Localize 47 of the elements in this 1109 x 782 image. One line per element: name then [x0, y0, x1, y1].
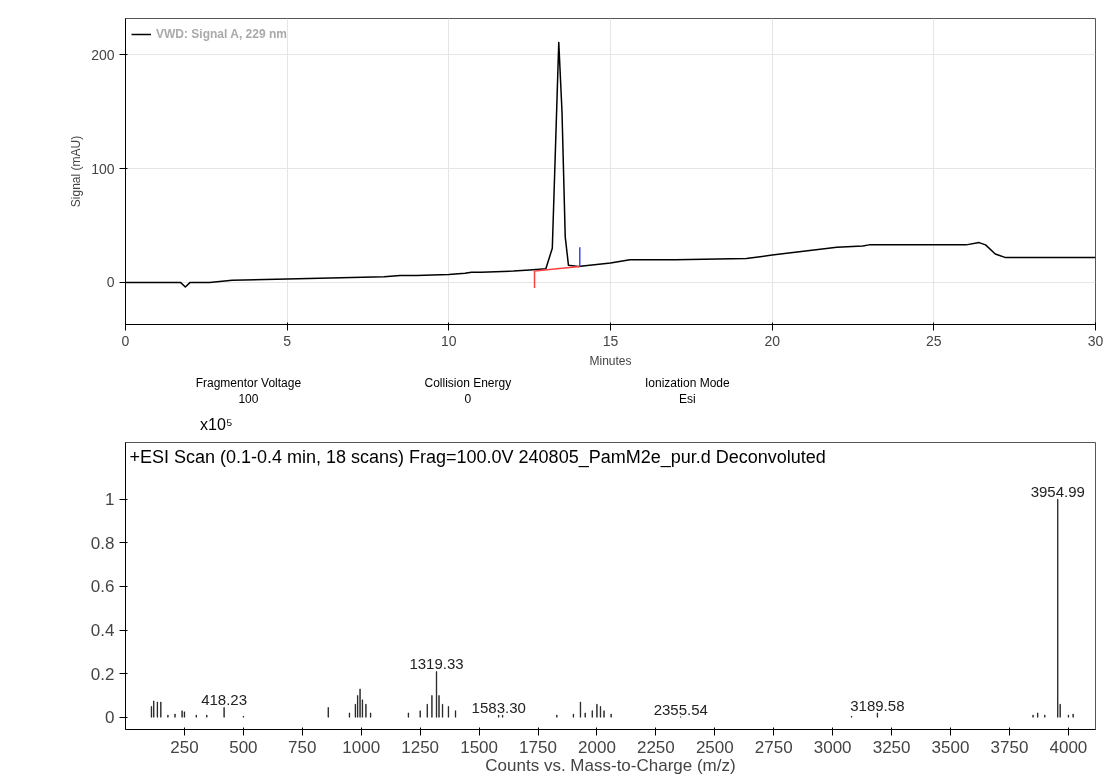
- x-tick-label: 10: [441, 332, 457, 349]
- chart-title: +ESI Scan (0.1-0.4 min, 18 scans) Frag=100.0V 240805_PamM2e_pur.d Deconvoluted: [129, 446, 826, 468]
- x-tick-label: 3500: [931, 737, 970, 757]
- x-tick-label: 15: [602, 332, 619, 349]
- x-tick-label: 1000: [342, 737, 381, 757]
- x-tick-label: 500: [229, 737, 258, 757]
- y-tick-label: 0.8: [90, 533, 115, 553]
- x-tick-label: 25: [926, 332, 942, 349]
- y-tick-label: 0.4: [90, 621, 115, 641]
- y-axis-title: x10⁵: [200, 416, 233, 433]
- annotation: 1319.33: [409, 655, 464, 673]
- text: Fragmentor Voltage 100: [195, 375, 302, 406]
- legend-label: VWD: Signal A, 229 nm: [156, 27, 287, 41]
- y-tick-label: 1: [105, 490, 115, 510]
- x-tick-label: 4000: [1049, 737, 1088, 757]
- x-tick-label: 2750: [754, 737, 793, 757]
- y-axis-title: Signal (mAU): [69, 135, 84, 208]
- x-tick-label: 2000: [578, 737, 616, 757]
- y-tick-label: 200: [91, 46, 115, 63]
- y-tick-label: 0.6: [90, 577, 115, 597]
- annotation: 3189.58: [850, 696, 905, 714]
- x-tick-label: 2250: [636, 737, 675, 757]
- x-tick-label: 3250: [872, 737, 911, 757]
- x-axis-title: Counts vs. Mass-to-Charge (m/z): [485, 755, 736, 775]
- x-tick-label: 1500: [460, 737, 498, 757]
- annotation: 3954.99: [1030, 483, 1085, 501]
- x-tick-label: 5: [283, 332, 292, 349]
- y-tick-label: 0: [105, 708, 115, 728]
- text: Collision Energy 0: [424, 375, 512, 406]
- x-tick-label: 20: [764, 332, 781, 349]
- y-tick-label: 100: [91, 160, 115, 177]
- x-tick-label: 2500: [695, 737, 734, 757]
- annotation: 418.23: [201, 691, 248, 709]
- annotation: 2355.54: [653, 700, 708, 718]
- x-tick-label: 1250: [401, 737, 440, 757]
- x-tick-label: 30: [1087, 332, 1104, 349]
- y-tick-label: 0.2: [90, 664, 115, 684]
- x-tick-label: 3000: [813, 737, 852, 757]
- x-axis-title: Minutes: [589, 353, 632, 368]
- y-tick-label: 0: [106, 274, 115, 291]
- x-tick-label: 0: [121, 332, 130, 349]
- x-tick-label: 3750: [990, 737, 1029, 757]
- x-tick-label: 250: [170, 737, 199, 757]
- text: Ionization Mode Esi: [644, 375, 730, 406]
- x-tick-label: 1750: [519, 737, 557, 757]
- annotation: 1583.30: [471, 699, 526, 717]
- x-tick-label: 750: [288, 737, 317, 757]
